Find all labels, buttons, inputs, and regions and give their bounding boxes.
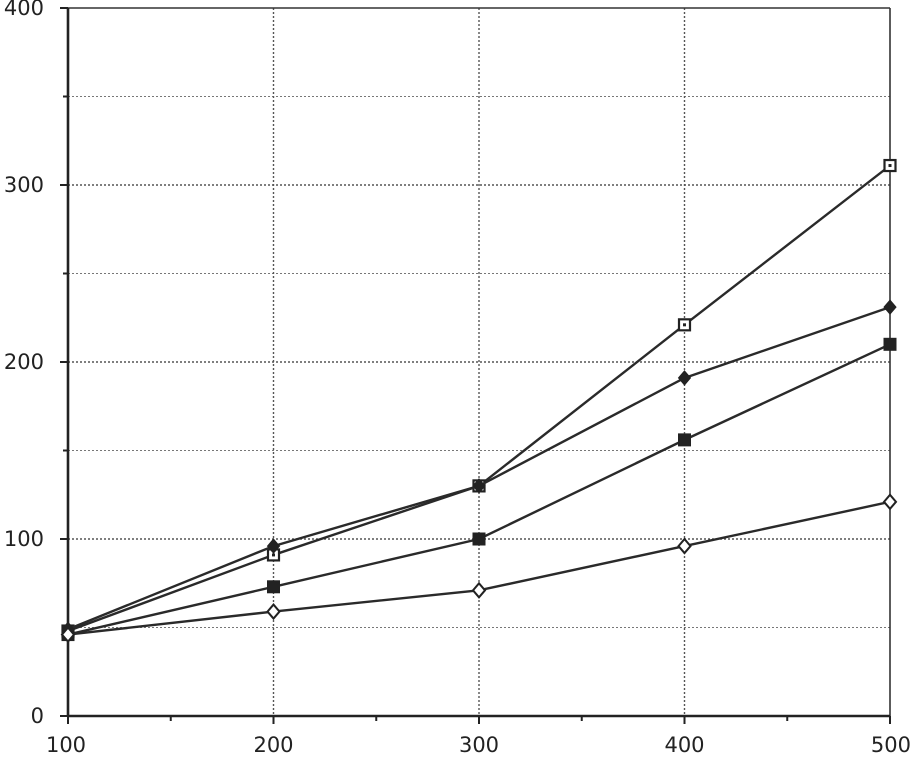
data-point-open-diamond [60, 626, 76, 644]
data-point-filled-square [267, 580, 280, 594]
data-point-filled-diamond [472, 478, 486, 494]
y-tick-labels: 0 100 200 300 400 [4, 0, 44, 728]
y-tick-label: 300 [4, 173, 44, 197]
data-point-filled-square [883, 337, 897, 351]
x-tick-label: 400 [664, 733, 704, 757]
series-2 [61, 299, 897, 638]
x-tick-label: 500 [871, 733, 911, 757]
series-4 [60, 493, 898, 644]
tick-marks [60, 7, 891, 724]
grid-lines [68, 8, 890, 716]
data-point-open-diamond [266, 603, 281, 621]
data-point-open-diamond [882, 493, 898, 511]
data-point-filled-square [678, 433, 691, 447]
y-tick-label: 0 [31, 704, 44, 728]
x-tick-label: 100 [46, 733, 86, 757]
series-group [60, 158, 898, 644]
data-point-open-diamond [677, 537, 692, 555]
data-point-filled-diamond [266, 538, 281, 554]
x-tick-labels: 100 200 300 400 500 [46, 733, 911, 757]
y-tick-label: 100 [4, 527, 44, 551]
data-point-open-diamond [471, 581, 487, 599]
y-tick-label: 400 [4, 0, 44, 20]
x-tick-label: 300 [459, 733, 499, 757]
x-tick-label: 200 [253, 733, 293, 757]
data-point-filled-diamond [883, 299, 897, 315]
data-point-open-square-center [272, 553, 275, 557]
data-point-open-square-center [683, 323, 686, 327]
y-tick-label: 200 [4, 350, 44, 374]
data-point-filled-diamond [677, 370, 692, 386]
data-point-open-square-center [888, 164, 892, 168]
data-point-filled-square [472, 532, 486, 546]
